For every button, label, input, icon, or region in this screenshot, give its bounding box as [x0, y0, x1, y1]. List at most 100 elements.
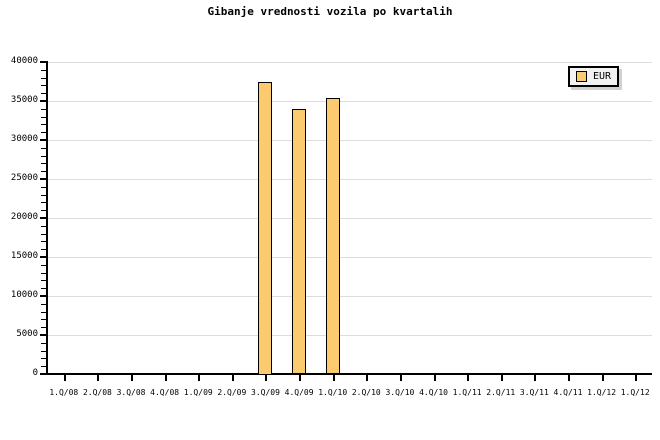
- gridline: [47, 179, 652, 180]
- y-axis-label: 25000: [10, 173, 38, 183]
- bar[interactable]: [292, 109, 306, 374]
- y-axis-minor-tick: [41, 312, 47, 313]
- x-axis-label: 4.Q/11: [553, 388, 583, 397]
- y-axis-minor-tick: [41, 343, 47, 344]
- x-axis-tick: [165, 375, 167, 381]
- chart-title: Gibanje vrednosti vozila po kvartalih: [207, 5, 453, 18]
- y-axis-minor-tick: [41, 319, 47, 320]
- y-axis-minor-tick: [41, 351, 47, 352]
- x-axis-tick: [400, 375, 402, 381]
- x-axis-tick: [97, 375, 99, 381]
- gridline: [47, 218, 652, 219]
- x-axis-label: 1.Q/08: [49, 388, 79, 397]
- y-axis-minor-tick: [41, 171, 47, 172]
- y-axis-labels: 0 5000 10000 15000 20000 25000 30000 35000 40000: [0, 0, 38, 440]
- x-axis-tick: [64, 375, 66, 381]
- x-axis-label: 1.Q/12: [587, 388, 617, 397]
- plot-area: [47, 62, 652, 374]
- y-axis-minor-tick: [41, 241, 47, 242]
- y-axis-line: [46, 61, 48, 375]
- x-axis-tick: [366, 375, 368, 381]
- gridline: [47, 101, 652, 102]
- y-axis-minor-tick: [41, 327, 47, 328]
- y-axis-label: 30000: [10, 134, 38, 144]
- y-axis-minor-tick: [41, 288, 47, 289]
- y-axis-minor-tick: [41, 234, 47, 235]
- x-axis-label: 1.Q/12: [620, 388, 650, 397]
- x-axis-label: 2.Q/10: [351, 388, 381, 397]
- y-axis-minor-tick: [41, 78, 47, 79]
- y-axis-minor-tick: [41, 93, 47, 94]
- x-axis-label: 2.Q/09: [217, 388, 247, 397]
- y-axis-label: 10000: [10, 290, 38, 300]
- x-axis-label: 3.Q/10: [385, 388, 415, 397]
- x-axis-tick: [333, 375, 335, 381]
- x-axis-tick: [501, 375, 503, 381]
- gridline: [47, 257, 652, 258]
- y-axis-minor-tick: [41, 210, 47, 211]
- x-axis-tick: [299, 375, 301, 381]
- x-axis-label: 4.Q/10: [419, 388, 448, 397]
- y-axis-label: 20000: [10, 212, 38, 222]
- y-axis-minor-tick: [41, 187, 47, 188]
- x-axis-tick: [602, 375, 604, 381]
- y-axis-minor-tick: [41, 156, 47, 157]
- y-axis-minor-tick: [41, 226, 47, 227]
- x-axis-tick: [232, 375, 234, 381]
- y-axis-tick: [40, 334, 47, 336]
- y-axis-minor-tick: [41, 249, 47, 250]
- y-axis-label: 35000: [10, 95, 38, 105]
- y-axis-tick: [40, 139, 47, 141]
- y-axis-minor-tick: [41, 273, 47, 274]
- y-axis-minor-tick: [41, 280, 47, 281]
- bar[interactable]: [326, 98, 340, 374]
- y-axis-label: 5000: [16, 329, 38, 339]
- x-axis-label: 1.Q/10: [318, 388, 348, 397]
- y-axis-minor-tick: [41, 202, 47, 203]
- y-axis-minor-tick: [41, 124, 47, 125]
- y-axis-minor-tick: [41, 132, 47, 133]
- x-axis-label: 4.Q/09: [284, 388, 314, 397]
- x-axis-tick: [635, 375, 637, 381]
- x-axis-label: 3.Q/09: [251, 388, 280, 397]
- y-axis-minor-tick: [41, 70, 47, 71]
- x-axis-tick: [265, 375, 267, 381]
- y-axis-minor-tick: [41, 366, 47, 367]
- x-axis-label: 2.Q/11: [486, 388, 516, 397]
- y-axis-minor-tick: [41, 304, 47, 305]
- bar[interactable]: [258, 82, 272, 375]
- x-axis-tick: [434, 375, 436, 381]
- y-axis-tick: [40, 373, 47, 375]
- y-axis-tick: [40, 217, 47, 219]
- y-axis-minor-tick: [41, 195, 47, 196]
- y-axis-tick: [40, 178, 47, 180]
- y-axis-tick: [40, 256, 47, 258]
- x-axis-label: 1.Q/09: [183, 388, 213, 397]
- y-axis-minor-tick: [41, 109, 47, 110]
- y-axis-tick: [40, 295, 47, 297]
- chart-legend[interactable]: EUR: [568, 66, 620, 87]
- x-axis-label: 3.Q/11: [519, 388, 549, 397]
- x-axis-label: 1.Q/11: [452, 388, 482, 397]
- y-axis-tick: [40, 61, 47, 63]
- x-axis-label: 2.Q/08: [82, 388, 112, 397]
- x-axis-tick: [131, 375, 133, 381]
- gridline: [47, 140, 652, 141]
- x-axis-label: 3.Q/08: [116, 388, 146, 397]
- gridline: [47, 62, 652, 63]
- gridline: [47, 335, 652, 336]
- x-axis-line: [46, 373, 652, 375]
- gridline: [47, 296, 652, 297]
- y-axis-label: 15000: [10, 251, 38, 261]
- y-axis-minor-tick: [41, 358, 47, 359]
- x-axis-tick: [568, 375, 570, 381]
- legend-label-eur: EUR: [593, 71, 612, 82]
- x-axis-tick: [534, 375, 536, 381]
- legend-swatch-eur: [576, 71, 587, 82]
- y-axis-minor-tick: [41, 85, 47, 86]
- y-axis-label: 40000: [10, 56, 38, 66]
- x-axis-label: 4.Q/08: [150, 388, 180, 397]
- y-axis-label: 0: [32, 368, 38, 378]
- x-axis-tick: [198, 375, 200, 381]
